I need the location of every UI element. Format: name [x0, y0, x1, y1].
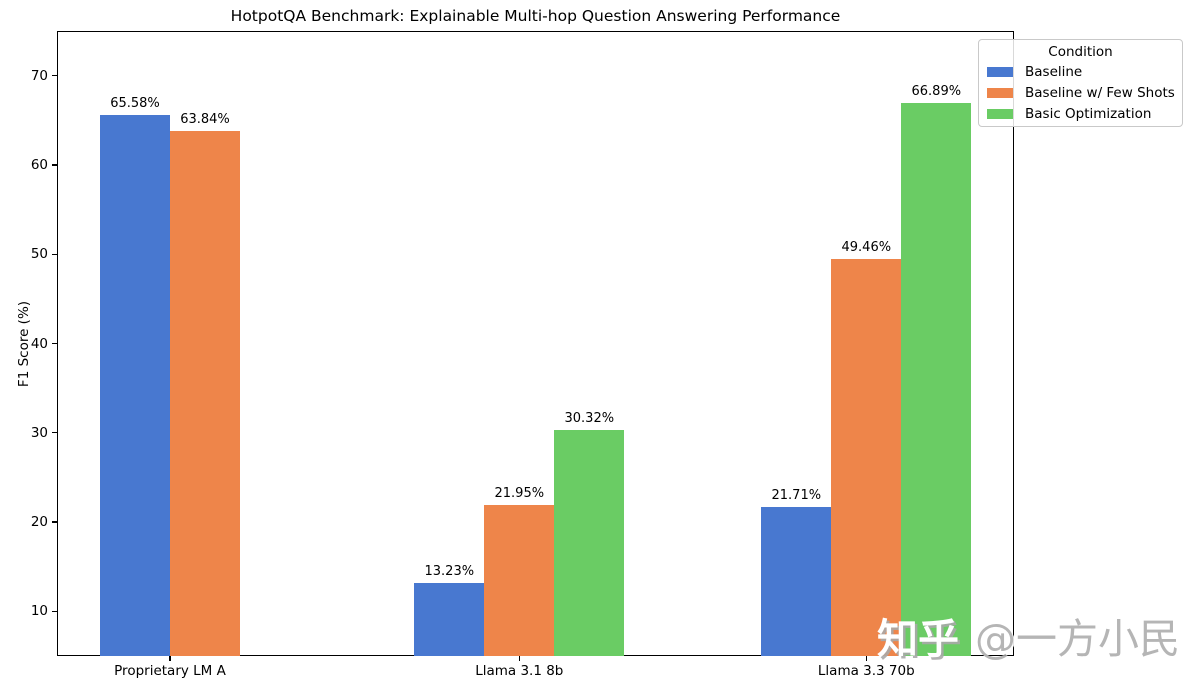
legend-title: Condition: [1048, 44, 1113, 60]
legend-item: Baseline: [979, 61, 1182, 82]
legend-item-label: Basic Optimization: [1025, 105, 1152, 122]
y-tick-label: 40: [30, 335, 48, 352]
x-tick-mark: [865, 656, 867, 661]
watermark-brand-text: 知乎: [877, 615, 959, 663]
watermark: 知乎 @一方小民: [877, 616, 1180, 662]
bar-value-label: 49.46%: [841, 240, 892, 256]
legend-item-label: Baseline w/ Few Shots: [1025, 84, 1175, 101]
y-tick-mark: [52, 164, 57, 166]
bar-value-label: 66.89%: [911, 84, 962, 100]
legend-item: Basic Optimization: [979, 103, 1182, 124]
bar: [414, 582, 485, 656]
y-tick-label: 10: [30, 603, 48, 620]
y-tick-mark: [52, 521, 57, 523]
y-tick-label: 50: [30, 246, 48, 263]
legend-swatch-icon: [987, 66, 1013, 77]
bar: [831, 259, 902, 656]
y-tick-label: 20: [30, 514, 48, 531]
bar: [901, 103, 972, 656]
legend-item: Baseline w/ Few Shots: [979, 82, 1182, 103]
bar-value-label: 30.32%: [564, 410, 615, 426]
x-tick-label: Proprietary LM A: [114, 663, 226, 679]
x-tick-label: Llama 3.1 8b: [475, 663, 564, 679]
y-tick-mark: [52, 342, 57, 345]
legend-swatch-icon: [987, 87, 1013, 98]
x-tick-label: Llama 3.3 70b: [817, 663, 915, 679]
watermark-handle-text: @一方小民: [975, 615, 1180, 663]
y-tick-label: 70: [30, 67, 48, 84]
y-tick-mark: [52, 253, 57, 255]
bar-value-label: 63.84%: [180, 111, 230, 127]
x-tick-mark: [169, 656, 171, 661]
x-tick-mark: [518, 656, 520, 661]
y-tick-mark: [52, 75, 57, 77]
bar: [484, 504, 555, 656]
chart-title: HotpotQA Benchmark: Explainable Multi-ho…: [230, 7, 841, 25]
bar-value-label: 13.23%: [424, 563, 475, 579]
y-tick-mark: [52, 610, 57, 612]
bar: [170, 130, 240, 656]
y-tick-label: 30: [30, 424, 48, 441]
bar: [761, 506, 832, 656]
legend-item-label: Baseline: [1025, 63, 1083, 80]
bar: [554, 429, 625, 656]
y-tick-mark: [52, 432, 57, 434]
bar-value-label: 21.95%: [494, 485, 545, 501]
bar-value-label: 65.58%: [110, 96, 160, 112]
y-tick-label: 60: [30, 156, 48, 173]
bar: [100, 115, 170, 656]
legend-items: Baseline Baseline w/ Few Shots Basic Optim…: [979, 61, 1182, 124]
bar-value-label: 21.71%: [771, 487, 822, 503]
legend-swatch-icon: [987, 108, 1013, 119]
legend: Condition Baseline Baseline w/ Few Shots B…: [978, 39, 1183, 127]
